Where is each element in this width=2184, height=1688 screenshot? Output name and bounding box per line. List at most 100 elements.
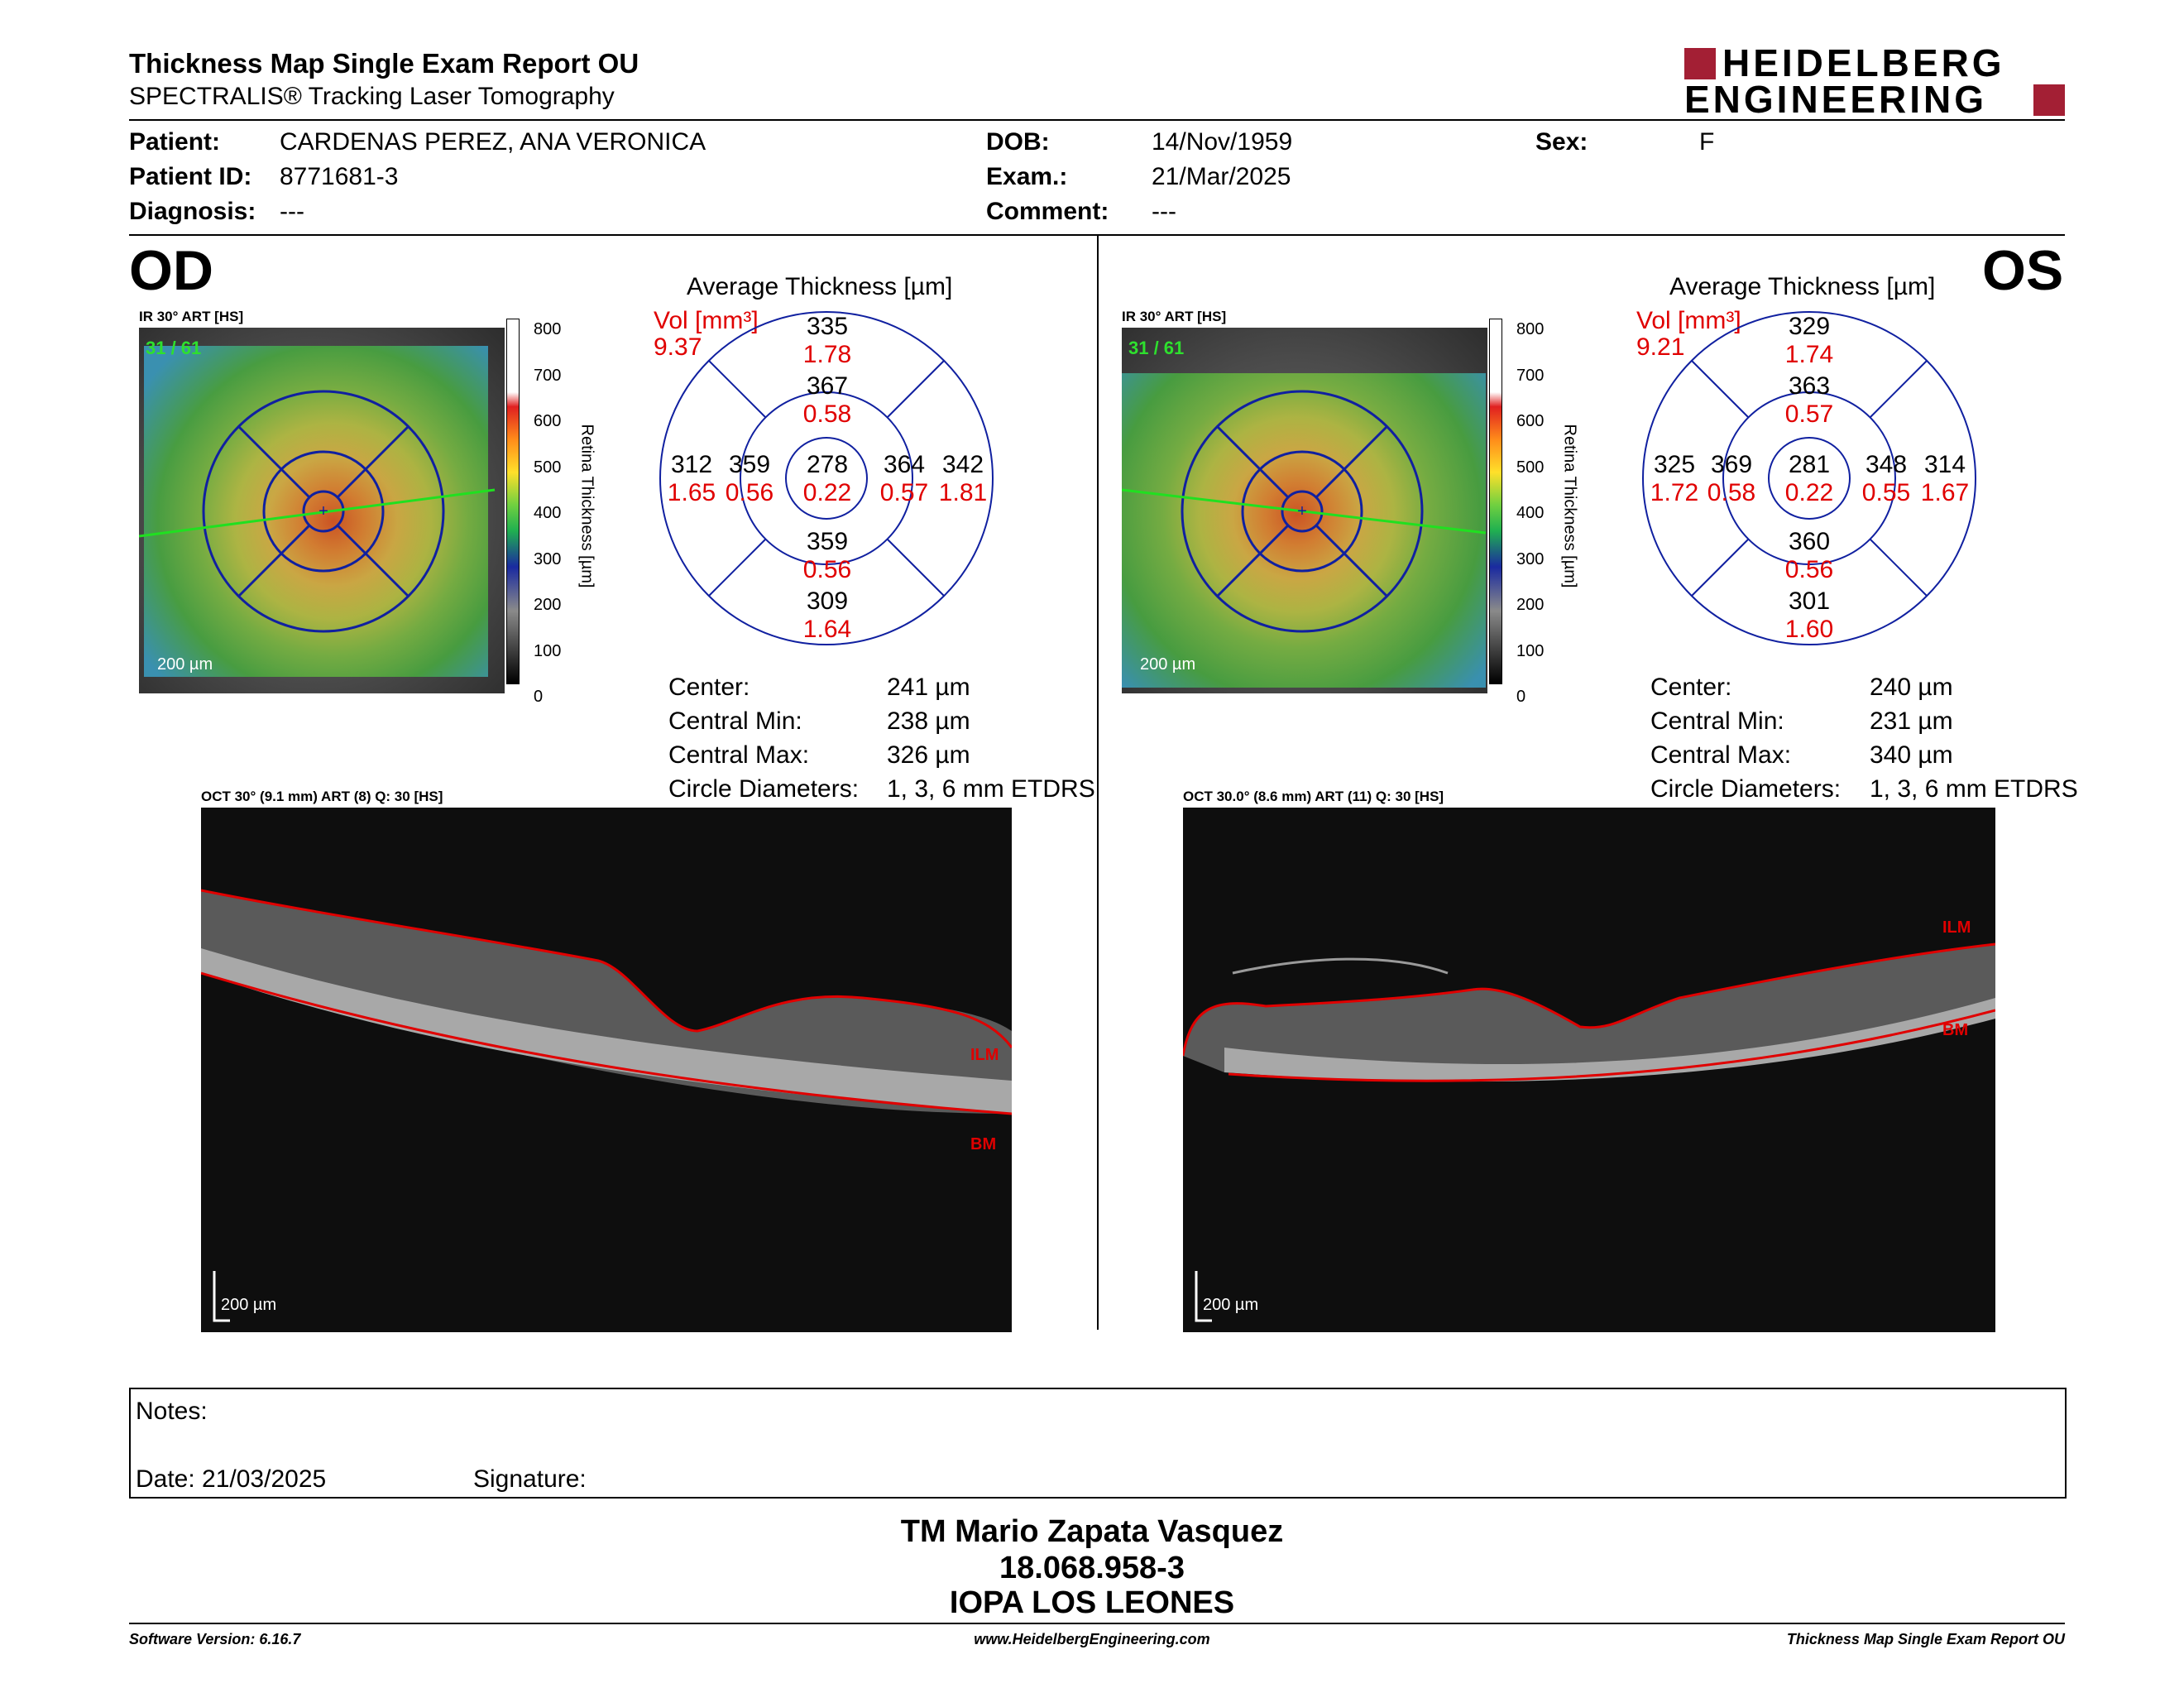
od-tick: 200: [534, 596, 562, 614]
os-inner-top-volume: 0.57: [1784, 400, 1834, 428]
od-inner-top-volume: 0.58: [802, 400, 852, 428]
os-sector-inner-bottom: 360 0.56: [1768, 528, 1851, 584]
notes-date: Date: 21/03/2025: [136, 1465, 327, 1493]
od-min-label: Central Min:: [668, 707, 802, 735]
os-volume: Vol [mm³] 9.21: [1636, 308, 1741, 361]
os-sector-inner-left: 369 0.58: [1698, 451, 1765, 507]
od-diam-label: Circle Diameters:: [668, 775, 860, 803]
od-center-value: 241 µm: [887, 674, 970, 701]
eye-divider: [1097, 236, 1099, 1330]
os-center-thickness: 281: [1788, 451, 1831, 478]
footer-report-name: Thickness Map Single Exam Report OU: [1786, 1631, 2065, 1647]
os-sector-inner-top: 363 0.57: [1768, 372, 1851, 429]
os-inner-top-thickness: 363: [1788, 372, 1831, 400]
os-ir-label: IR 30° ART [HS]: [1122, 309, 1227, 324]
od-tick: 700: [534, 366, 562, 385]
os-max-value: 340 µm: [1870, 741, 1953, 769]
os-eye-label: OS: [1982, 239, 2064, 302]
od-sector-outer-top: 335 1.78: [786, 313, 869, 369]
os-stats-labels: Center: Central Min: Central Max: Circle…: [1650, 670, 1841, 806]
os-sector-outer-left: 325 1.72: [1641, 451, 1707, 507]
logo-line1: HEIDELBERG: [1722, 41, 2005, 84]
patient-divider: [129, 234, 2065, 236]
od-sector-inner-left: 359 0.56: [716, 451, 783, 507]
logo-square-bottom: [2033, 84, 2065, 116]
od-sector-inner-top: 367 0.58: [786, 372, 869, 429]
heidelberg-logo: HEIDELBERG ENGINEERING: [1684, 41, 2065, 119]
os-colorbar-ticks: 800 700 600 500 400 300 200 100 0: [1516, 307, 1544, 721]
os-colorbar-title: Retina Thickness [µm]: [1560, 424, 1579, 588]
os-tick: 500: [1516, 458, 1545, 477]
os-inner-right-thickness: 348: [1865, 451, 1908, 478]
od-sector-outer-right: 342 1.81: [930, 451, 996, 507]
footer-website[interactable]: www.HeidelbergEngineering.com: [974, 1631, 1210, 1647]
od-inner-left-volume: 0.56: [725, 479, 774, 506]
od-oct-label: OCT 30° (9.1 mm) ART (8) Q: 30 [HS]: [201, 789, 443, 804]
od-outer-bottom-thickness: 309: [806, 587, 849, 615]
os-tick: 700: [1516, 366, 1545, 385]
od-etdrs-chart: [659, 311, 994, 645]
od-tick: 300: [534, 549, 562, 568]
os-outer-left-thickness: 325: [1653, 451, 1696, 478]
os-inner-right-volume: 0.55: [1861, 479, 1911, 506]
od-inner-bottom-thickness: 359: [806, 528, 849, 555]
od-sector-center: 278 0.22: [786, 451, 869, 507]
od-outer-left-thickness: 312: [670, 451, 713, 478]
notes-box[interactable]: Notes: Date: 21/03/2025 Signature:: [129, 1388, 2067, 1499]
od-stats-values: 241 µm 238 µm 326 µm 1, 3, 6 mm ETDRS: [887, 670, 1095, 806]
os-outer-top-thickness: 329: [1788, 313, 1831, 340]
exam-value: 21/Mar/2025: [1152, 163, 1291, 190]
os-sector-outer-bottom: 301 1.60: [1768, 587, 1851, 644]
report-subtitle: SPECTRALIS® Tracking Laser Tomography: [129, 83, 615, 110]
os-oct-layers: [1183, 942, 1995, 1322]
os-etdrs-chart: [1642, 311, 1976, 645]
exam-label: Exam.:: [986, 163, 1068, 190]
od-avg-title: Average Thickness [µm]: [687, 273, 953, 300]
os-inner-bottom-thickness: 360: [1788, 528, 1831, 555]
od-ir-scale-label: 200 µm: [157, 655, 213, 674]
od-max-label: Central Max:: [668, 741, 810, 769]
header-divider: [129, 119, 2065, 121]
od-sector-inner-bottom: 359 0.56: [786, 528, 869, 584]
os-center-label: Center:: [1650, 674, 1732, 701]
od-outer-bottom-volume: 1.64: [802, 616, 852, 643]
od-stats-labels: Center: Central Min: Central Max: Circle…: [668, 670, 859, 806]
od-outer-right-volume: 1.81: [938, 479, 988, 506]
patient-id: 8771681-3: [280, 163, 399, 190]
od-volume: Vol [mm³] 9.37: [654, 308, 759, 361]
os-tick: 0: [1516, 688, 1526, 706]
os-inner-left-thickness: 369: [1710, 451, 1753, 478]
os-frame-label: 31 / 61: [1128, 338, 1185, 358]
sex-label: Sex:: [1535, 128, 1588, 156]
od-colorbar-ticks: 800 700 600 500 400 300 200 100 0: [534, 307, 561, 721]
od-inner-right-thickness: 364: [883, 451, 926, 478]
signature-label: Signature:: [473, 1465, 587, 1493]
os-min-value: 231 µm: [1870, 707, 1953, 735]
os-ilm-label: ILM: [1942, 918, 1971, 937]
od-max-value: 326 µm: [887, 741, 970, 769]
diagnosis-value: ---: [280, 198, 304, 225]
os-tick: 100: [1516, 641, 1545, 660]
od-diam-value: 1, 3, 6 mm ETDRS: [887, 775, 1095, 803]
od-oct-scale-label: 200 µm: [221, 1296, 277, 1314]
os-center-volume: 0.22: [1784, 479, 1834, 506]
os-ir-scale-label: 200 µm: [1140, 655, 1196, 674]
od-sector-outer-bottom: 309 1.64: [786, 587, 869, 644]
footer-software: Software Version: 6.16.7: [129, 1631, 301, 1647]
od-tick: 0: [534, 688, 544, 706]
signer-name: TM Mario Zapata Vasquez: [900, 1514, 1284, 1549]
os-outer-bottom-thickness: 301: [1788, 587, 1831, 615]
od-ilm-label: ILM: [970, 1046, 999, 1064]
od-center-thickness: 278: [806, 451, 849, 478]
od-ir-label: IR 30° ART [HS]: [139, 309, 244, 324]
od-outer-left-volume: 1.65: [667, 479, 716, 506]
os-stats-values: 240 µm 231 µm 340 µm 1, 3, 6 mm ETDRS: [1870, 670, 2078, 806]
od-oct-layers: [201, 889, 1012, 1322]
od-min-value: 238 µm: [887, 707, 970, 735]
patient-id-label: Patient ID:: [129, 163, 252, 190]
od-outer-top-volume: 1.78: [802, 341, 852, 368]
os-outer-right-thickness: 314: [1923, 451, 1966, 478]
os-vol-value: 9.21: [1636, 333, 1685, 361]
logo-square-top: [1684, 48, 1716, 79]
od-inner-left-thickness: 359: [728, 451, 771, 478]
